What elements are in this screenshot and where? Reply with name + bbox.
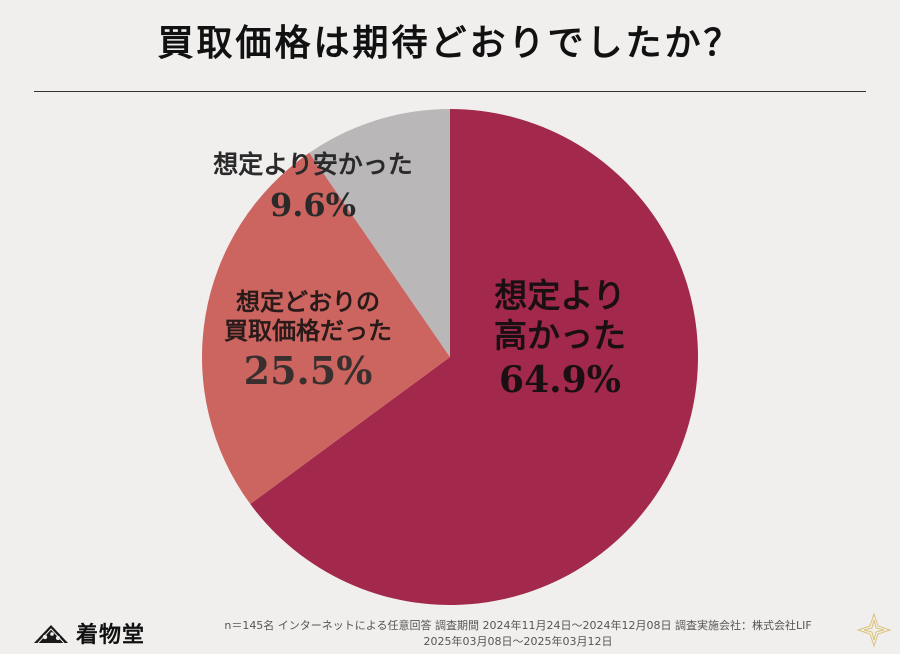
- pie-slice-as-expected: [201, 152, 450, 505]
- slice-value-higher: 64.9%: [499, 359, 621, 402]
- pie-slice-lower: [309, 109, 450, 357]
- flower-pattern-icon: [856, 612, 892, 648]
- slice-label-higher: 想定より 高かった 64.9%: [460, 276, 660, 402]
- chart-title: 買取価格は期待どおりでしたか？: [157, 22, 743, 64]
- title-divider: [34, 91, 866, 92]
- fan-logo-icon: [34, 625, 68, 644]
- footnote-line2: 2025年03月08日〜2025年03月12日: [423, 634, 613, 648]
- slice-label-lower: 想定より安かった 9.6%: [168, 150, 458, 224]
- slice-label-as-expected: 想定どおりの 買取価格だった 25.5%: [188, 287, 428, 393]
- slice-value-as-expected: 25.5%: [243, 347, 373, 393]
- slice-value-lower: 9.6%: [269, 186, 357, 224]
- slice-label-as-expected-line1: 想定どおりの: [236, 287, 380, 316]
- slice-label-as-expected-line2: 買取価格だった: [224, 315, 392, 345]
- footnote-line1: n＝145名 インターネットによる任意回答 調査期間 2024年11月24日〜2…: [224, 619, 812, 632]
- brand-name: 着物堂: [76, 622, 146, 648]
- slice-label-higher-line1: 想定より: [494, 276, 626, 315]
- slice-label-lower-line1: 想定より安かった: [213, 150, 413, 179]
- brand-logo: 着物堂: [32, 618, 145, 648]
- pie-slice-higher: [250, 109, 698, 605]
- slice-label-higher-line2: 高かった: [494, 315, 626, 355]
- survey-footnote: n＝145名 インターネットによる任意回答 調査期間 2024年11月24日〜2…: [168, 618, 868, 650]
